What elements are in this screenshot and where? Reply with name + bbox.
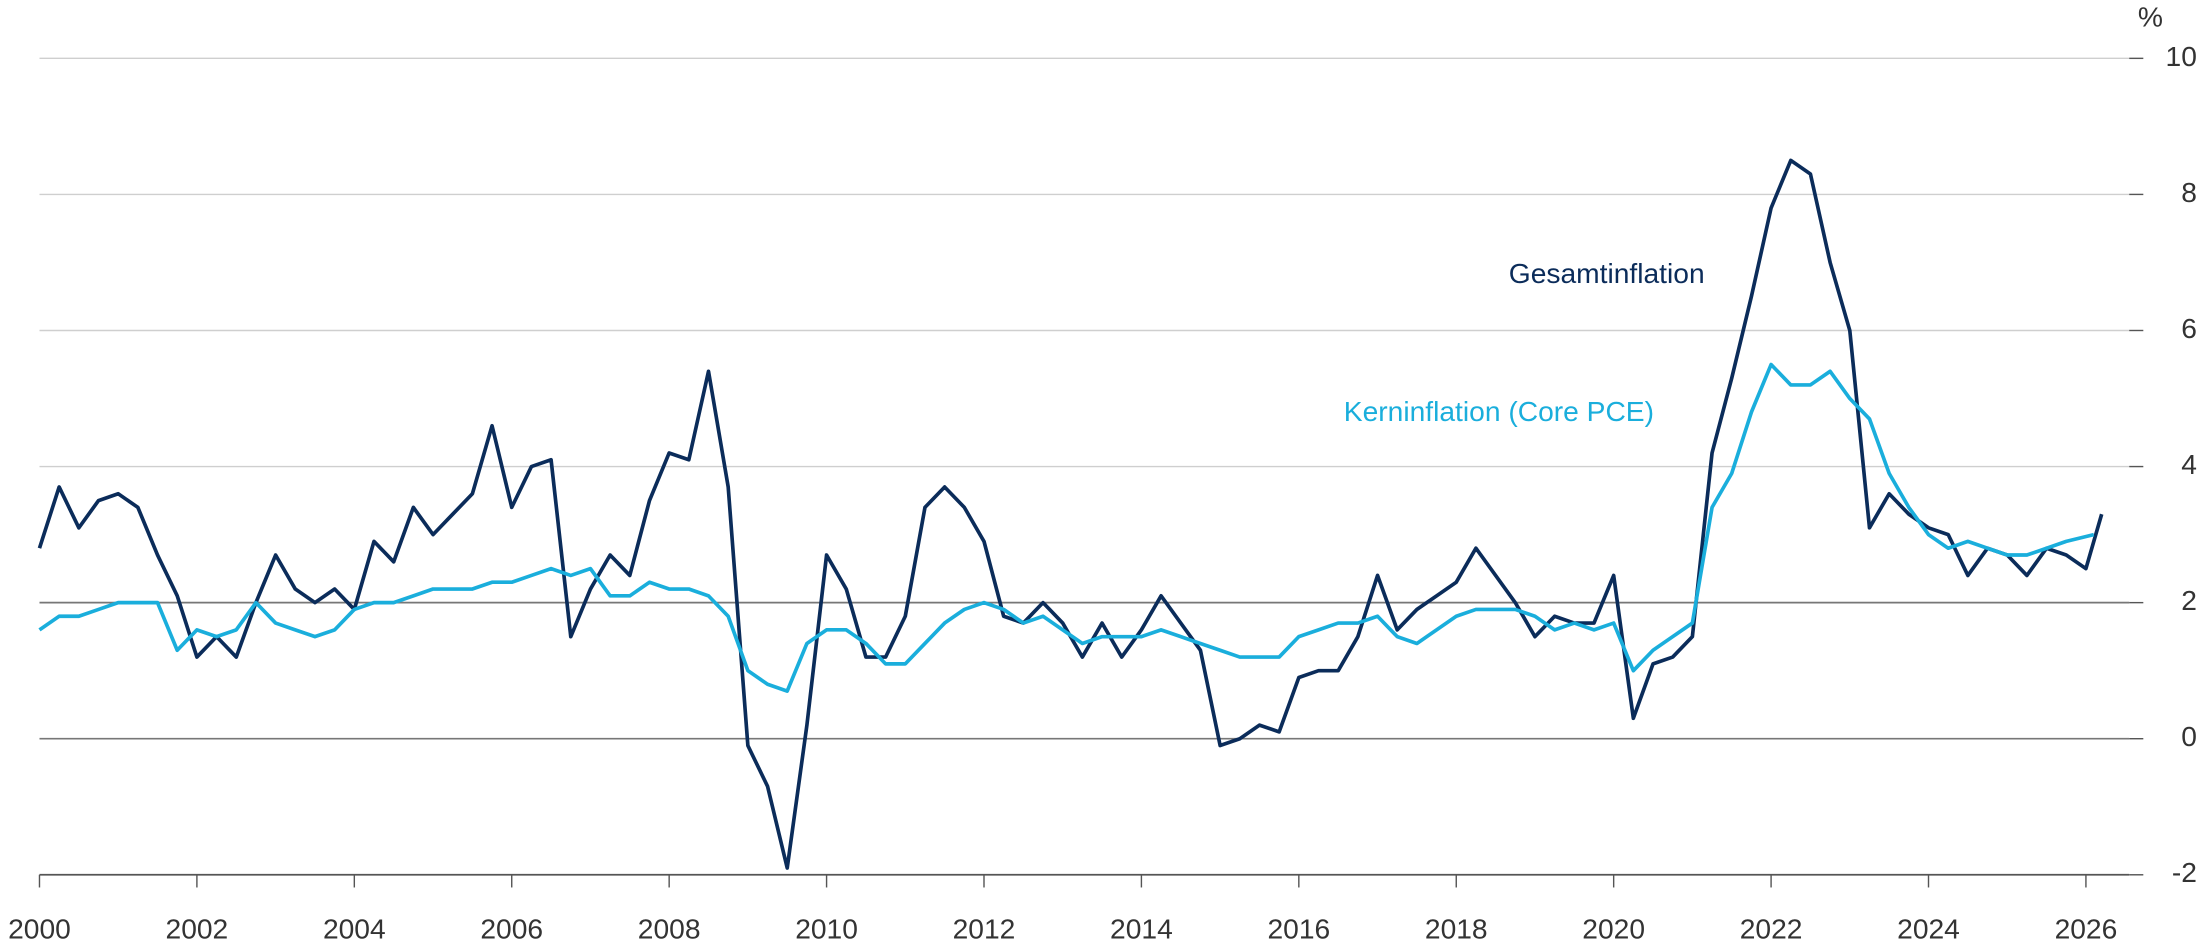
x-tick-label: 2008 bbox=[638, 913, 701, 943]
y-tick-label: 6 bbox=[2181, 312, 2197, 344]
x-tick-label: 2016 bbox=[1267, 913, 1330, 943]
x-tick-label: 2012 bbox=[953, 913, 1016, 943]
y-tick-label: 2 bbox=[2181, 584, 2197, 616]
x-tick-label: 2010 bbox=[795, 913, 858, 943]
x-tick-label: 2014 bbox=[1110, 913, 1173, 943]
y-tick-label: 0 bbox=[2181, 720, 2197, 752]
series-label: Kerninflation (Core PCE) bbox=[1344, 395, 1654, 427]
unit-label: % bbox=[2138, 0, 2163, 32]
series-line bbox=[37, 158, 2104, 870]
y-tick-label: 4 bbox=[2181, 448, 2197, 480]
x-tick-label: 2000 bbox=[8, 913, 71, 943]
y-tick-label: 10 bbox=[2166, 40, 2197, 72]
x-tick-label: 2026 bbox=[2055, 913, 2118, 943]
x-tick-label: 2024 bbox=[1897, 913, 1960, 943]
x-tick-label: 2022 bbox=[1740, 913, 1803, 943]
y-tick-label: 8 bbox=[2181, 176, 2197, 208]
series-line bbox=[38, 362, 2095, 693]
x-tick-label: 2004 bbox=[323, 913, 386, 943]
x-tick-label: 2006 bbox=[480, 913, 543, 943]
y-tick-label: -2 bbox=[2172, 856, 2197, 888]
series-label: Gesamtinflation bbox=[1509, 257, 1705, 289]
x-tick-label: 2002 bbox=[166, 913, 229, 943]
x-tick-label: 2018 bbox=[1425, 913, 1488, 943]
x-tick-label: 2020 bbox=[1582, 913, 1645, 943]
